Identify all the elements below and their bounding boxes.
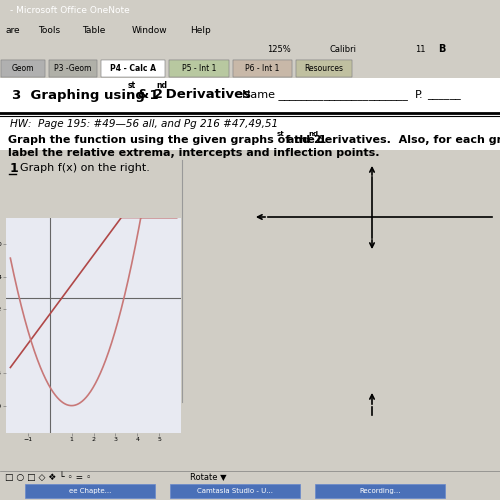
Bar [315,484,445,498]
Text: Derivatives: Derivatives [161,88,251,102]
Text: Table: Table [82,26,106,35]
FancyBboxPatch shape [296,60,352,77]
Text: and 2: and 2 [283,135,322,145]
Text: P5 - Int 1: P5 - Int 1 [182,64,216,72]
Text: 1: 1 [10,162,19,174]
Text: 125%: 125% [267,45,291,54]
Text: B: B [438,44,446,54]
Text: P6 - Int 1: P6 - Int 1 [246,64,280,72]
Text: Help: Help [190,26,211,35]
FancyBboxPatch shape [101,60,165,77]
Text: Window: Window [132,26,168,35]
Text: P4 - Calc A: P4 - Calc A [110,64,156,72]
Text: st: st [277,130,285,136]
Bar [170,484,300,498]
FancyBboxPatch shape [169,60,229,77]
Text: Resources: Resources [304,64,344,72]
Text: Geom: Geom [12,64,34,72]
Text: Name _______________________: Name _______________________ [242,90,408,101]
Text: Graph f(x) on the right.: Graph f(x) on the right. [20,391,150,401]
Text: st: st [128,82,136,90]
Text: Graph the function using the given graphs of the 1: Graph the function using the given graph… [8,135,326,145]
Text: Recording...: Recording... [359,488,401,494]
Text: 3  Graphing using 1: 3 Graphing using 1 [12,88,158,102]
Text: □ ○ □ ◇ ❖ └ ◦ = ◦: □ ○ □ ◇ ❖ └ ◦ = ◦ [5,472,91,482]
Text: nd: nd [156,82,167,90]
Text: 2: 2 [10,390,19,402]
Text: ee Chapte...: ee Chapte... [69,488,111,494]
Text: & 2: & 2 [133,88,163,102]
Text: - Microsoft Office OneNote: - Microsoft Office OneNote [10,6,130,15]
Bar [25,484,155,498]
FancyBboxPatch shape [1,60,45,77]
Text: P.: P. [415,90,424,100]
Text: Rotate ▼: Rotate ▼ [190,472,226,482]
Bar [0,78,500,150]
Text: nd: nd [308,130,318,136]
Text: Graph f(x) on the right.: Graph f(x) on the right. [20,163,150,173]
Text: derivatives.  Also, for each graph,: derivatives. Also, for each graph, [313,135,500,145]
FancyBboxPatch shape [49,60,97,77]
Text: ______: ______ [427,90,461,100]
Text: Calibri: Calibri [330,45,357,54]
Text: Tools: Tools [38,26,60,35]
Text: Camtasia Studio - U...: Camtasia Studio - U... [197,488,273,494]
Text: label the relative extrema, intercepts and inflection points.: label the relative extrema, intercepts a… [8,148,380,158]
Text: P3 -Geom: P3 -Geom [54,64,92,72]
Text: HW:  Page 195: #49—56 all, and Pg 216 #47,49,51: HW: Page 195: #49—56 all, and Pg 216 #47… [10,119,278,129]
FancyBboxPatch shape [233,60,292,77]
Text: are: are [5,26,20,35]
Text: 11: 11 [415,45,426,54]
